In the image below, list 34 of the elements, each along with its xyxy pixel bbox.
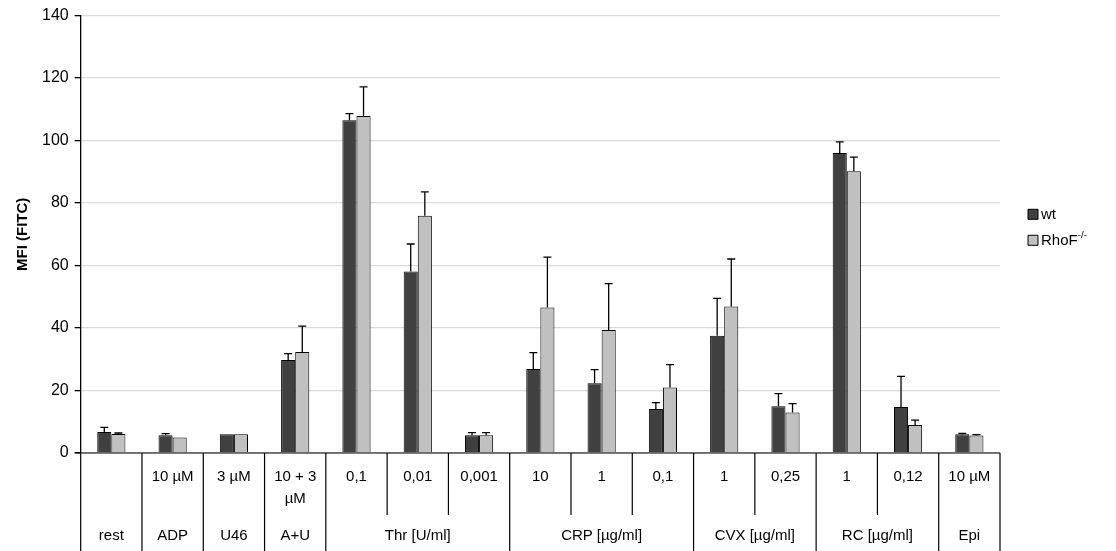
x-tick-label: 0,01	[403, 467, 433, 485]
text: A+U	[280, 526, 310, 544]
y-tick-label: 120	[41, 68, 69, 86]
x-tick-label: 1	[842, 467, 851, 485]
y-tick-label: 140	[41, 6, 69, 24]
y-tick-label: 40	[50, 318, 69, 336]
text: ADP	[157, 526, 189, 544]
x-tick-label: 0,25	[770, 467, 801, 485]
x-tick-label: 1	[597, 467, 606, 485]
x-tick-label: 10 µM	[948, 467, 991, 485]
y-tick-label: 20	[50, 380, 69, 398]
text: CVX [µg/ml]	[714, 526, 796, 544]
y-tick-label: 100	[41, 130, 69, 148]
text: RC [µg/ml]	[841, 526, 913, 544]
y-tick-label: 0	[59, 443, 69, 461]
text: Epi	[958, 526, 981, 544]
text: CRP [µg/ml]	[561, 526, 643, 544]
text: Thr [U/ml]	[384, 526, 451, 544]
legend-label: wt	[1040, 205, 1057, 223]
x-tick-label: 1	[720, 467, 729, 485]
y-tick-label: 80	[50, 193, 69, 211]
text: U46	[220, 526, 248, 544]
x-tick-label: 3 µM	[217, 467, 251, 485]
x-tick-label: 0,1	[652, 467, 674, 485]
x-tick-label: 10 µM	[151, 467, 194, 485]
text: rest	[98, 526, 125, 544]
x-tick-label: 10 + 3 µM	[274, 467, 317, 507]
x-tick-label: 0,12	[893, 467, 923, 485]
y-axis-title: MFI (FITC)	[13, 197, 31, 271]
x-tick-label: 0,001	[460, 467, 498, 485]
y-tick-label: 60	[50, 255, 69, 273]
x-tick-label: 0,1	[346, 467, 367, 485]
x-tick-label: 10	[532, 467, 549, 485]
legend-label: RhoF-/-	[1041, 228, 1087, 249]
